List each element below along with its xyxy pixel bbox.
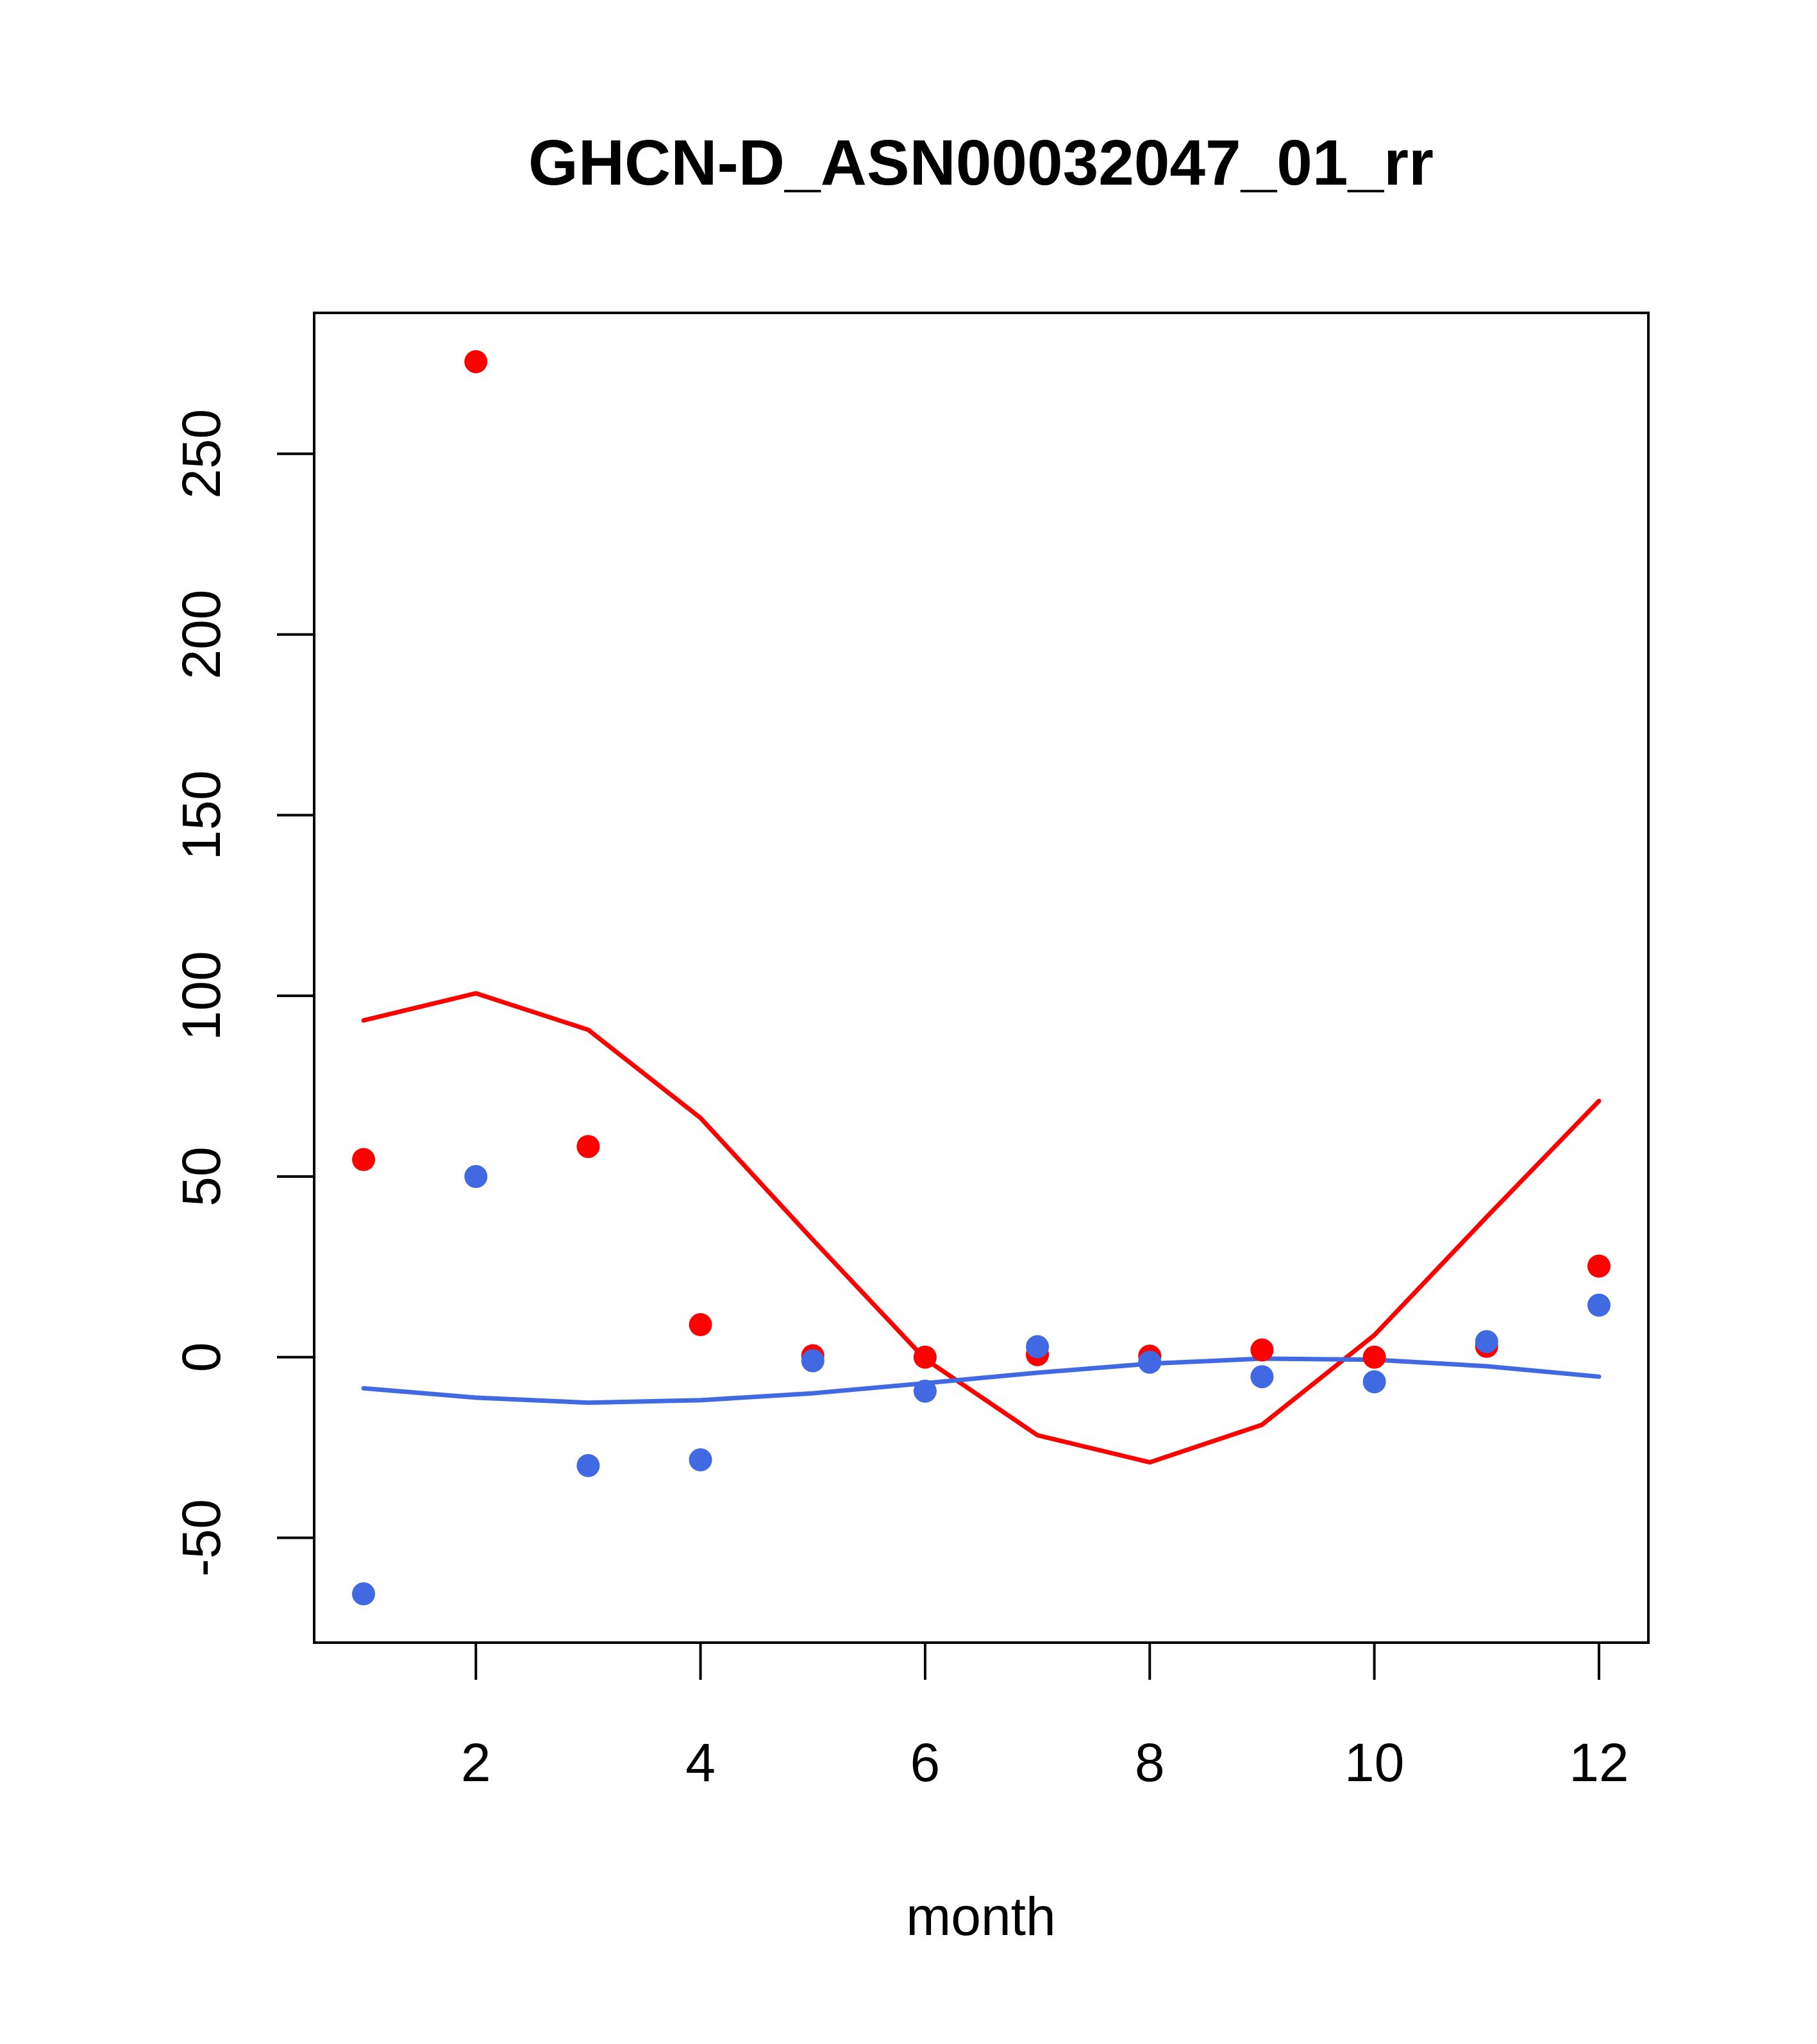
- blue-point-5: [801, 1349, 825, 1373]
- plot-frame: [313, 312, 1650, 1644]
- red-point-1: [352, 1148, 376, 1171]
- red-point-12: [1587, 1254, 1611, 1278]
- x-tick-label-4: 4: [685, 1732, 716, 1793]
- red-point-9: [1250, 1338, 1274, 1362]
- y-tick-label-250: 250: [171, 409, 231, 499]
- blue-point-6: [913, 1379, 937, 1403]
- blue-point-12: [1587, 1293, 1611, 1317]
- blue-point-2: [464, 1164, 488, 1188]
- x-tick-label-8: 8: [1135, 1732, 1165, 1793]
- x-tick-label-12: 12: [1569, 1732, 1629, 1793]
- x-axis-label: month: [906, 1886, 1055, 1947]
- blue-point-1: [352, 1582, 376, 1605]
- y-tick-label-150: 150: [171, 770, 231, 860]
- chart-title: GHCN-D_ASN00032047_01_rr: [528, 127, 1434, 199]
- x-tick-label-6: 6: [910, 1732, 941, 1793]
- red-point-3: [576, 1135, 600, 1159]
- plot-marks: [352, 350, 1611, 1605]
- red-line-series: [361, 991, 1602, 1465]
- red-point-4: [689, 1313, 712, 1337]
- blue-point-11: [1475, 1330, 1498, 1353]
- blue-line-series: [361, 1356, 1602, 1405]
- y-tick-label--50: -50: [171, 1499, 231, 1577]
- x-axis: 2 4 6 8 10 12: [461, 1641, 1629, 1793]
- y-tick-label-100: 100: [171, 951, 231, 1041]
- blue-point-4: [689, 1448, 712, 1471]
- red-point-10: [1362, 1345, 1386, 1369]
- red-point-2: [464, 350, 488, 374]
- blue-point-8: [1138, 1350, 1162, 1374]
- blue-point-3: [576, 1453, 600, 1477]
- x-tick-label-2: 2: [461, 1732, 491, 1793]
- red-point-6: [913, 1345, 937, 1369]
- blue-point-7: [1026, 1335, 1050, 1359]
- y-axis: -50 0 50 100 150 200 250: [171, 409, 315, 1577]
- y-tick-label-50: 50: [171, 1146, 231, 1206]
- y-tick-label-0: 0: [171, 1342, 231, 1372]
- x-tick-label-10: 10: [1344, 1732, 1404, 1793]
- blue-point-9: [1250, 1365, 1274, 1389]
- blue-point-10: [1362, 1370, 1386, 1394]
- y-tick-label-200: 200: [171, 590, 231, 680]
